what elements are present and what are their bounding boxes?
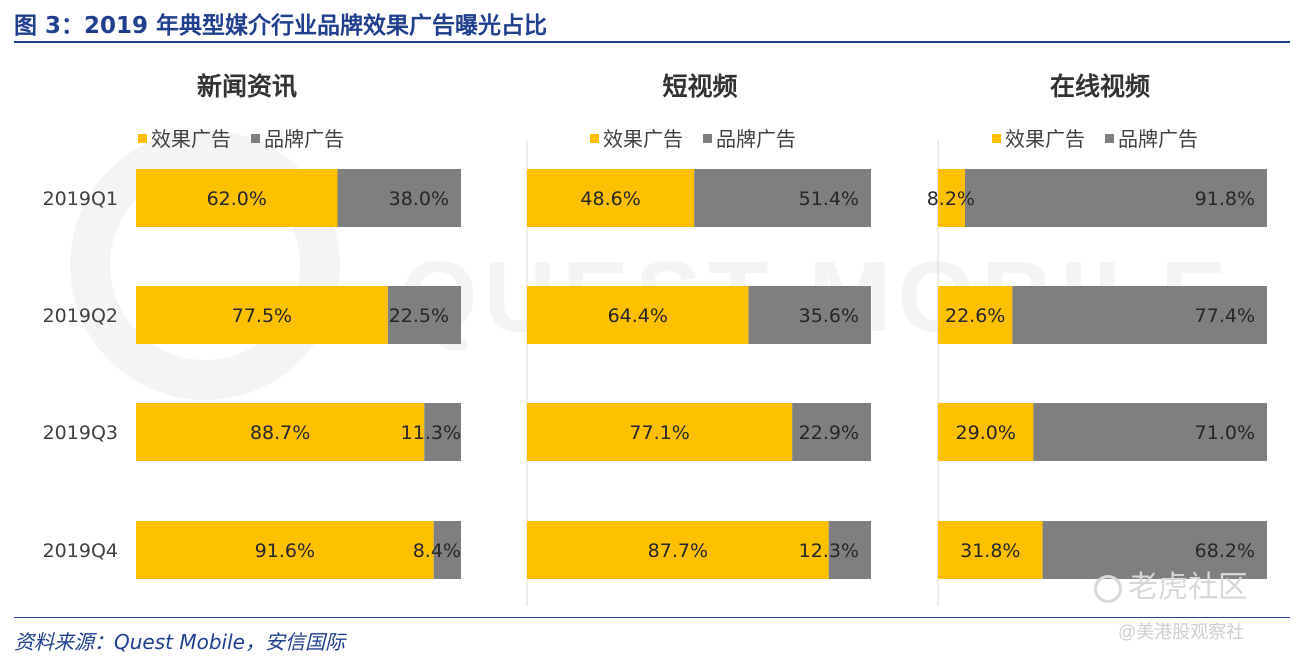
data-label-brand: 22.5%: [389, 305, 449, 327]
data-label-brand: 51.4%: [799, 188, 859, 210]
data-label-brand: 68.2%: [1195, 540, 1255, 562]
legend-swatch: [251, 134, 260, 143]
watermark-corner: 老虎社区: [1094, 562, 1248, 606]
category-label: 2019Q4: [43, 540, 118, 562]
legend-swatch: [1105, 134, 1114, 143]
title-rule: [14, 41, 1290, 43]
bar-effect: [938, 169, 965, 227]
bar-brand: [424, 403, 461, 461]
bar-effect: [136, 403, 425, 461]
legend-label: 效果广告: [151, 127, 231, 151]
bar-brand: [337, 169, 461, 227]
bar-effect: [938, 286, 1013, 344]
data-label-effect: 48.6%: [580, 188, 640, 210]
data-label-effect: 22.6%: [945, 305, 1005, 327]
data-label-brand: 35.6%: [799, 305, 859, 327]
data-label-brand: 8.4%: [413, 540, 461, 562]
legend-swatch: [992, 134, 1001, 143]
legend-label: 品牌广告: [264, 127, 344, 151]
bar-effect: [938, 403, 1034, 461]
bar-brand: [1012, 286, 1267, 344]
bar-effect: [527, 169, 695, 227]
category-label: 2019Q3: [43, 422, 118, 444]
bar-effect: [527, 286, 749, 344]
data-label-brand: 38.0%: [389, 188, 449, 210]
source-note: 资料来源：Quest Mobile，安信国际: [14, 630, 345, 654]
legend-label: 品牌广告: [716, 127, 796, 151]
bar-brand: [433, 521, 461, 579]
data-label-effect: 91.6%: [255, 540, 315, 562]
legend-label: 效果广告: [603, 127, 683, 151]
chart-title: 新闻资讯: [197, 72, 297, 101]
bar-effect: [136, 286, 388, 344]
category-label: 2019Q2: [43, 305, 118, 327]
data-label-effect: 77.5%: [232, 305, 292, 327]
data-label-brand: 91.8%: [1195, 188, 1255, 210]
legend-swatch: [703, 134, 712, 143]
data-label-effect: 62.0%: [207, 188, 267, 210]
legend-label: 效果广告: [1005, 127, 1085, 151]
data-label-brand: 71.0%: [1195, 422, 1255, 444]
data-label-brand: 11.3%: [401, 422, 461, 444]
data-label-brand: 77.4%: [1195, 305, 1255, 327]
data-label-effect: 29.0%: [956, 422, 1016, 444]
bar-effect: [136, 169, 338, 227]
data-label-effect: 77.1%: [629, 422, 689, 444]
source-rule: [14, 617, 1290, 618]
chart-title: 在线视频: [1050, 72, 1150, 101]
bar-brand: [387, 286, 461, 344]
chart-title: 短视频: [662, 72, 737, 101]
bar-effect: [938, 521, 1043, 579]
category-label: 2019Q1: [43, 188, 118, 210]
watermark-corner-text: 老虎社区: [1128, 571, 1248, 604]
data-label-brand: 12.3%: [799, 540, 859, 562]
data-label-effect: 31.8%: [960, 540, 1020, 562]
tiger-logo-icon: [1094, 575, 1122, 604]
bar-brand: [1042, 521, 1267, 579]
legend-label: 品牌广告: [1118, 127, 1198, 151]
bar-brand: [1033, 403, 1267, 461]
data-label-brand: 22.9%: [799, 422, 859, 444]
figure-title: 图 3：2019 年典型媒介行业品牌效果广告曝光占比: [14, 13, 548, 39]
watermark-corner-sub: @美港股观察社: [1118, 622, 1245, 642]
legend-swatch: [590, 134, 599, 143]
data-label-effect: 87.7%: [648, 540, 708, 562]
bar-effect: [527, 403, 793, 461]
data-label-effect: 64.4%: [608, 305, 668, 327]
bar-brand: [828, 521, 871, 579]
data-label-effect: 8.2%: [927, 188, 975, 210]
legend-swatch: [138, 134, 147, 143]
bar-effect: [136, 521, 434, 579]
bar-brand: [792, 403, 871, 461]
bar-brand: [694, 169, 871, 227]
bar-brand: [748, 286, 871, 344]
data-label-effect: 88.7%: [250, 422, 310, 444]
bar-effect: [527, 521, 829, 579]
bar-brand: [964, 169, 1267, 227]
